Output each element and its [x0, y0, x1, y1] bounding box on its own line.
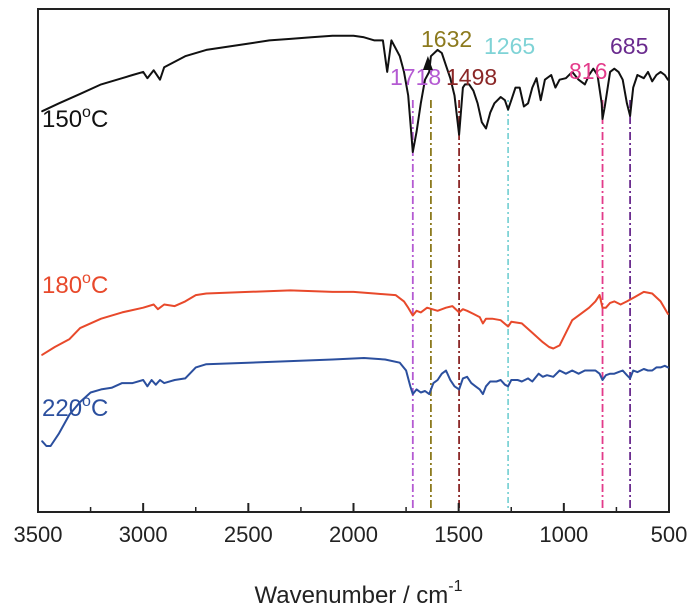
degree-sign: o: [82, 104, 91, 121]
celsius-unit: C: [91, 106, 108, 133]
celsius-unit: C: [91, 272, 108, 299]
series-label-220: 220oC: [42, 393, 108, 422]
x-axis-title-text: Wavenumber / cm: [254, 582, 448, 609]
peak-arrow-1632: [422, 56, 433, 70]
degree-sign: o: [82, 270, 91, 287]
x-tick-label-2500: 2500: [224, 522, 273, 547]
x-tick-label-500: 500: [651, 522, 688, 547]
series-line-180: [41, 289, 669, 356]
peak-label-1265: 1265: [484, 33, 535, 59]
degree-sign: o: [82, 393, 91, 410]
x-tick-label-1000: 1000: [539, 522, 588, 547]
peak-label-1632: 1632: [421, 26, 472, 52]
peak-label-685: 685: [610, 33, 648, 59]
series-label-value: 150: [42, 106, 82, 133]
series-label-150: 150oC: [42, 104, 108, 133]
x-axis-title-superscript: -1: [448, 578, 462, 595]
celsius-unit: C: [91, 395, 108, 422]
series-label-180: 180oC: [42, 270, 108, 299]
peak-label-1498: 1498: [446, 64, 497, 90]
x-tick-label-1500: 1500: [434, 522, 483, 547]
series-line-220: [41, 357, 669, 447]
plot-frame: [37, 8, 670, 513]
series-line-150: [41, 34, 669, 153]
peak-label-816: 816: [569, 58, 607, 84]
series-label-value: 180: [42, 272, 82, 299]
series-label-value: 220: [42, 395, 82, 422]
peak-label-1718: 1718: [390, 64, 441, 90]
plot-area: 150oC180oC220oC1718163214981265816685350…: [14, 8, 688, 609]
x-tick-label-3500: 3500: [14, 522, 63, 547]
x-tick-label-2000: 2000: [329, 522, 378, 547]
x-axis-title: Wavenumber / cm-1: [254, 578, 462, 609]
x-tick-label-3000: 3000: [119, 522, 168, 547]
